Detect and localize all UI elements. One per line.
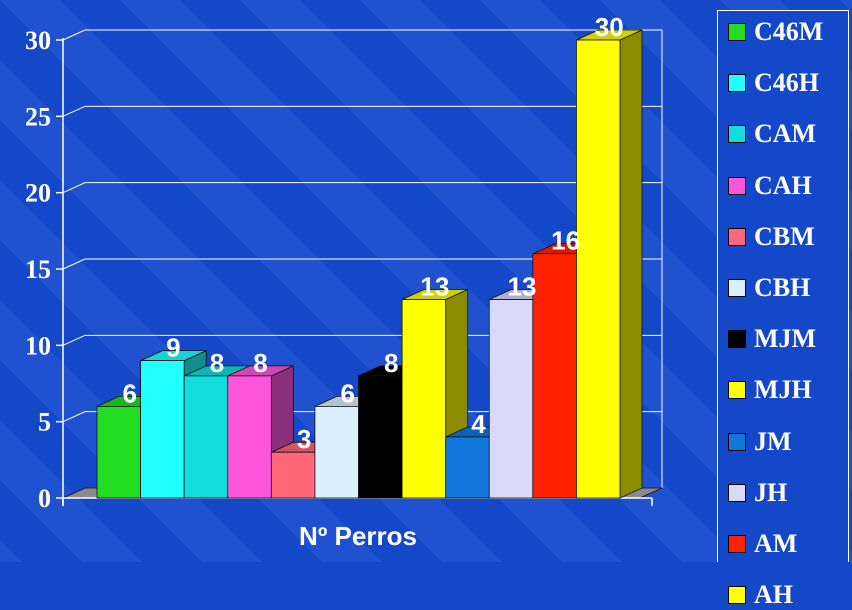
gridline bbox=[62, 334, 662, 346]
legend-swatch bbox=[728, 176, 746, 195]
legend-swatch bbox=[728, 23, 746, 41]
y-tick-label: 15 bbox=[25, 255, 51, 284]
gridline bbox=[62, 258, 662, 270]
data-label: 8 bbox=[210, 348, 224, 378]
data-label: 3 bbox=[297, 424, 311, 454]
legend-swatch bbox=[728, 330, 746, 349]
data-label: 4 bbox=[471, 409, 486, 439]
y-tick-label: 30 bbox=[25, 26, 51, 55]
gridline bbox=[62, 29, 662, 41]
bar-front bbox=[358, 375, 403, 499]
legend-swatch bbox=[728, 483, 746, 502]
bar-front bbox=[314, 405, 359, 499]
y-tick-label: 25 bbox=[25, 102, 51, 131]
legend-label: C46M bbox=[754, 17, 824, 46]
legend-label: CAH bbox=[754, 170, 812, 200]
y-tick-labels: 0 5 10 15 20 25 30 bbox=[25, 26, 51, 513]
background-stripe bbox=[0, 540, 22, 562]
background-stripe bbox=[0, 420, 142, 562]
bar-front bbox=[576, 39, 621, 499]
legend-label: MJM bbox=[754, 324, 817, 354]
y-tick-label: 0 bbox=[38, 484, 51, 513]
bar-front bbox=[227, 375, 272, 499]
bar-front bbox=[183, 375, 229, 499]
legend-item: AH bbox=[728, 580, 793, 610]
data-label: 9 bbox=[166, 333, 180, 363]
bar bbox=[401, 288, 469, 499]
legend-swatch bbox=[728, 125, 746, 144]
gridline bbox=[62, 105, 662, 117]
bar-front bbox=[445, 436, 490, 499]
legend-item: CAM bbox=[728, 119, 816, 149]
legend-label: JM bbox=[754, 426, 792, 456]
y-tick-label: 10 bbox=[25, 331, 51, 360]
data-label: 13 bbox=[508, 272, 537, 302]
legend-label: AH bbox=[754, 580, 793, 610]
legend-label: C46H bbox=[754, 68, 819, 98]
bar-front bbox=[401, 299, 447, 499]
x-axis-label: Nº Perros bbox=[299, 521, 417, 551]
bar-side bbox=[619, 29, 643, 499]
legend-item: MJM bbox=[728, 324, 816, 354]
bars bbox=[96, 29, 643, 499]
data-label: 6 bbox=[123, 378, 137, 408]
legend-item: MJH bbox=[728, 375, 812, 405]
background-stripe bbox=[840, 0, 852, 12]
legend-swatch bbox=[728, 535, 746, 553]
bar-front bbox=[96, 405, 141, 499]
gridline bbox=[62, 182, 662, 194]
legend-item: C46M bbox=[728, 17, 823, 47]
data-label: 16 bbox=[551, 226, 580, 256]
legend-label: MJH bbox=[754, 375, 812, 405]
bar bbox=[576, 29, 643, 499]
legend-swatch bbox=[728, 381, 746, 400]
data-label: 8 bbox=[384, 348, 398, 378]
legend-label: JH bbox=[754, 477, 788, 507]
bar-front bbox=[140, 360, 185, 499]
y-tick-label: 20 bbox=[25, 179, 51, 208]
y-tick-label: 5 bbox=[38, 408, 51, 437]
bar-front bbox=[270, 451, 316, 499]
legend-label: CAM bbox=[754, 119, 817, 149]
data-label: 30 bbox=[595, 12, 624, 42]
legend-swatch bbox=[728, 74, 746, 93]
data-label: 13 bbox=[420, 272, 449, 302]
legend-item: AM bbox=[728, 529, 797, 559]
bar-front bbox=[488, 299, 534, 499]
gridline bbox=[62, 411, 662, 423]
legend-swatch bbox=[728, 586, 746, 605]
legend-item: C46H bbox=[728, 68, 819, 98]
legend-item: CBM bbox=[728, 222, 815, 252]
legend-item: JM bbox=[728, 427, 792, 457]
gridlines bbox=[62, 29, 663, 488]
bar-front bbox=[532, 253, 577, 499]
legend-label: CBM bbox=[754, 221, 815, 251]
legend-swatch bbox=[728, 227, 746, 246]
legend-item: CBH bbox=[728, 273, 810, 303]
legend-item: JH bbox=[728, 478, 787, 508]
legend-label: CBH bbox=[754, 273, 811, 302]
legend-swatch bbox=[728, 432, 746, 451]
legend-item: CAH bbox=[728, 171, 812, 201]
data-label: 8 bbox=[253, 348, 267, 378]
data-label: 6 bbox=[340, 378, 354, 408]
legend: C46M C46H CAM CAH CBM CBH MJM MJH JM JH AM AH bbox=[717, 10, 849, 609]
legend-label: AM bbox=[754, 529, 798, 558]
legend-swatch bbox=[728, 279, 746, 297]
